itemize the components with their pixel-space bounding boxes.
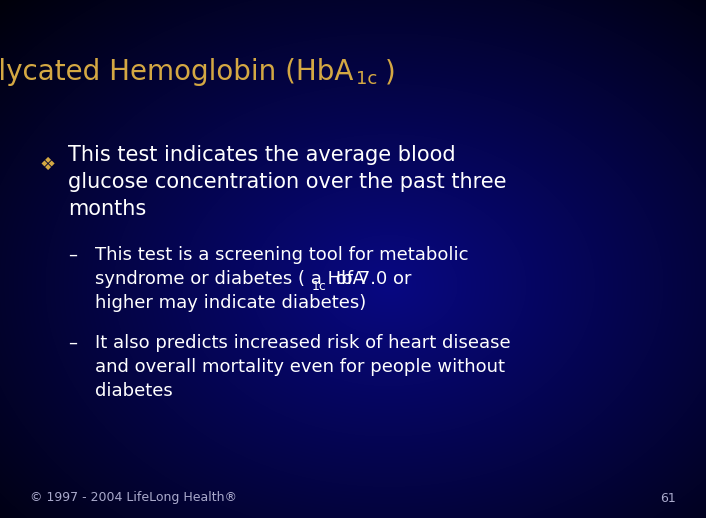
Text: ❖: ❖ (40, 156, 56, 174)
Text: and overall mortality even for people without: and overall mortality even for people wi… (95, 358, 505, 376)
Text: months: months (68, 199, 146, 219)
Text: –: – (68, 246, 77, 264)
Text: 1c: 1c (356, 70, 377, 88)
Text: This test indicates the average blood: This test indicates the average blood (68, 145, 455, 165)
Text: 61: 61 (660, 492, 676, 505)
Text: 1c: 1c (312, 280, 327, 293)
Text: It also predicts increased risk of heart disease: It also predicts increased risk of heart… (95, 334, 510, 352)
Text: glucose concentration over the past three: glucose concentration over the past thre… (68, 172, 506, 192)
Text: –: – (68, 334, 77, 352)
Text: Glycated Hemoglobin (HbA: Glycated Hemoglobin (HbA (0, 58, 353, 86)
Text: ): ) (385, 58, 396, 86)
Text: © 1997 - 2004 LifeLong Health®: © 1997 - 2004 LifeLong Health® (30, 492, 237, 505)
Text: syndrome or diabetes ( a HbA: syndrome or diabetes ( a HbA (95, 270, 365, 288)
Text: higher may indicate diabetes): higher may indicate diabetes) (95, 294, 366, 312)
Text: This test is a screening tool for metabolic: This test is a screening tool for metabo… (95, 246, 469, 264)
Text: diabetes: diabetes (95, 382, 173, 400)
Text: of 7.0 or: of 7.0 or (330, 270, 412, 288)
